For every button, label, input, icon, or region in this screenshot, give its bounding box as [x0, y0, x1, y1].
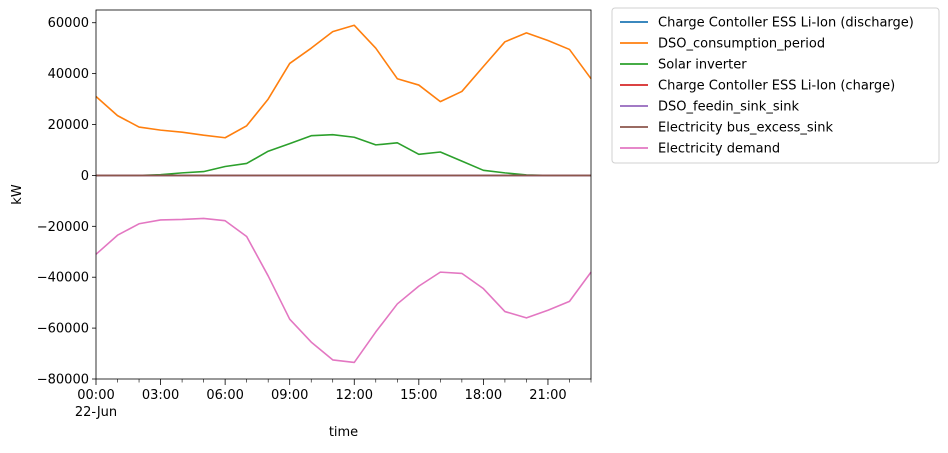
- x-tick-label: 00:00: [77, 388, 114, 403]
- y-tick-label: −60000: [37, 322, 89, 337]
- legend-label: Electricity bus_excess_sink: [658, 121, 834, 136]
- legend-label: Charge Contoller ESS Li-Ion (discharge): [658, 16, 914, 31]
- legend-label: Charge Contoller ESS Li-Ion (charge): [658, 79, 895, 94]
- x-tick-label: 12:00: [336, 388, 373, 403]
- y-axis: 60000 40000 20000 0 −20000 −40000 −60000 −80000: [37, 16, 96, 388]
- y-tick-label: 20000: [48, 118, 89, 133]
- x-axis-label: time: [329, 425, 358, 440]
- y-axis-label: kW: [10, 184, 25, 205]
- x-tick-sublabel: 22-Jun: [75, 405, 117, 420]
- plot-series-group: [95, 24, 592, 364]
- legend-label: DSO_consumption_period: [658, 37, 825, 52]
- series-line-3: [96, 133, 591, 177]
- legend-label: Electricity demand: [658, 142, 780, 157]
- legend-box: [611, 7, 940, 164]
- legend: Charge Contoller ESS Li-Ion (discharge) D…: [611, 7, 940, 164]
- y-tick-label: 60000: [48, 16, 89, 31]
- y-tick-label: 40000: [48, 67, 89, 82]
- y-tick-label: −80000: [37, 373, 89, 388]
- axes-frame: [95, 9, 592, 380]
- legend-label: DSO_feedin_sink_sink: [658, 100, 799, 115]
- y-tick-label: −20000: [37, 220, 89, 235]
- legend-label: Solar inverter: [658, 58, 747, 73]
- y-tick-label: 0: [81, 169, 89, 184]
- series-line-7: [95, 217, 592, 364]
- x-tick-label: 06:00: [206, 388, 243, 403]
- x-tick-label: 18:00: [465, 388, 502, 403]
- series-line-2: [95, 24, 592, 139]
- x-axis: 00:00 22-Jun 03:00 06:00 09:00 12:00 15:00 18:0…: [75, 379, 592, 420]
- x-tick-label: 09:00: [271, 388, 308, 403]
- x-tick-label: 21:00: [529, 388, 566, 403]
- x-tick-label: 03:00: [142, 388, 179, 403]
- x-tick-label: 15:00: [400, 388, 437, 403]
- y-tick-label: −40000: [37, 271, 89, 286]
